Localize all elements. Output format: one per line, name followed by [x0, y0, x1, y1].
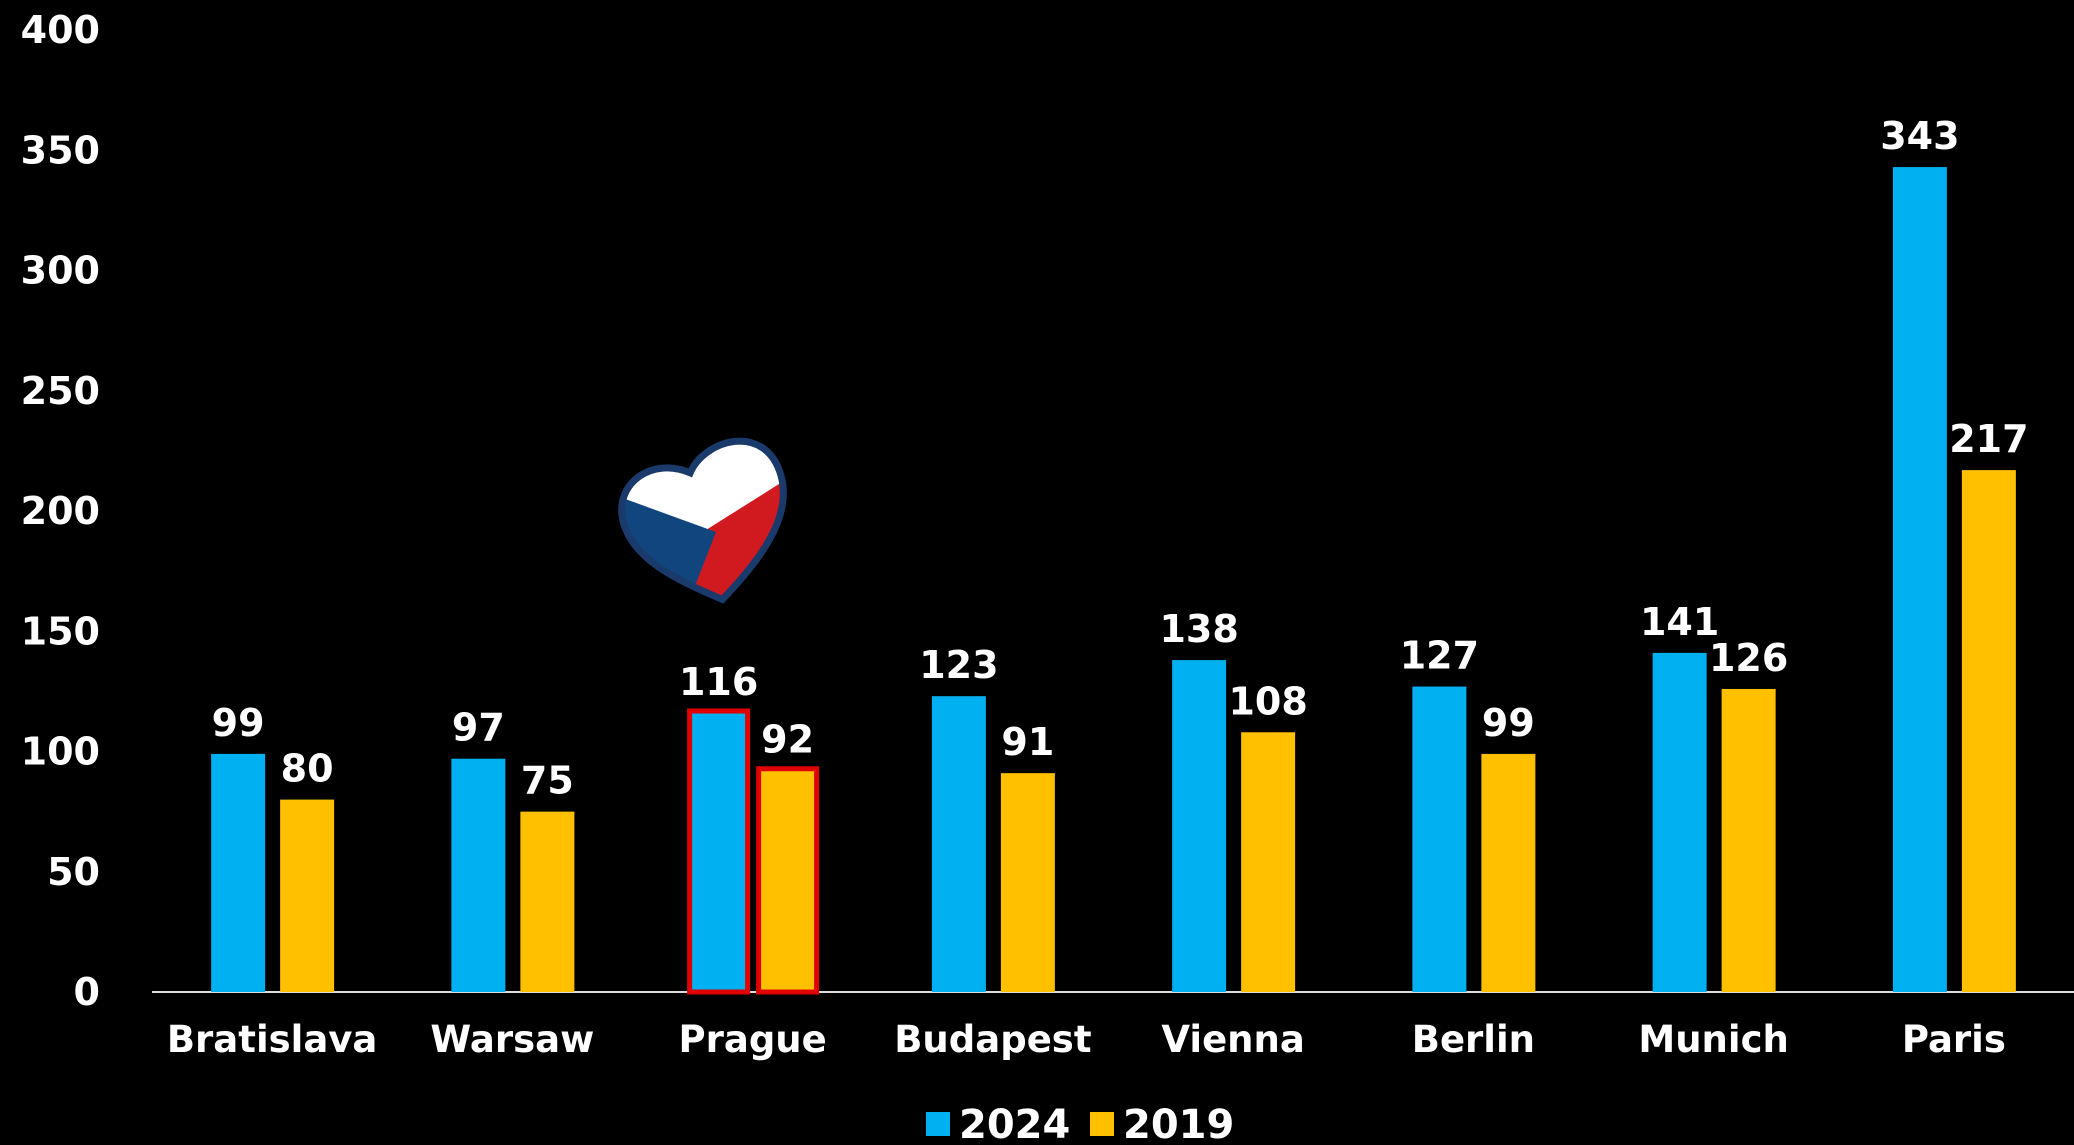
- x-tick-label: Munich: [1638, 1018, 1788, 1061]
- y-tick-label: 350: [21, 128, 100, 172]
- y-tick-label: 250: [21, 369, 100, 413]
- data-label: 138: [1159, 607, 1238, 651]
- y-tick-label: 150: [21, 609, 100, 653]
- bar: [211, 753, 266, 992]
- x-tick-label: Budapest: [894, 1018, 1091, 1061]
- x-tick-label: Bratislava: [167, 1018, 378, 1061]
- bar: [931, 696, 986, 992]
- y-tick-label: 0: [74, 970, 100, 1014]
- bar-highlight: [687, 708, 751, 995]
- y-tick-label: 200: [21, 489, 100, 533]
- bar: [1481, 753, 1536, 992]
- data-label: 116: [679, 660, 758, 704]
- bar: [1721, 688, 1776, 992]
- x-tick-label: Berlin: [1412, 1018, 1535, 1061]
- heart-icon: [612, 434, 803, 615]
- bar: [280, 799, 335, 992]
- data-label: 99: [1482, 701, 1535, 745]
- data-label: 80: [281, 747, 334, 791]
- legend-swatch: [926, 1112, 950, 1136]
- x-tick-label: Paris: [1902, 1018, 2006, 1061]
- bar: [1652, 652, 1707, 992]
- y-tick-label: 50: [47, 850, 100, 894]
- bar: [451, 758, 506, 992]
- data-label: 123: [919, 643, 998, 687]
- data-label: 91: [1001, 720, 1054, 764]
- x-tick-label: Vienna: [1161, 1018, 1304, 1061]
- bar: [1892, 167, 1947, 992]
- data-label: 141: [1640, 600, 1719, 644]
- data-label: 99: [212, 701, 265, 745]
- x-tick-label: Warsaw: [430, 1018, 594, 1061]
- legend-swatch: [1090, 1112, 1114, 1136]
- y-tick-label: 100: [21, 730, 100, 774]
- data-label: 126: [1709, 636, 1788, 680]
- bar: [1412, 686, 1467, 992]
- data-label: 217: [1949, 417, 2028, 461]
- data-label: 127: [1400, 634, 1479, 678]
- data-label: 343: [1880, 114, 1959, 158]
- x-tick-label: Prague: [678, 1018, 826, 1061]
- bar: [520, 811, 575, 992]
- bar: [1000, 773, 1055, 992]
- bar: [1961, 470, 2016, 992]
- bar: [1241, 732, 1296, 992]
- y-tick-label: 400: [21, 8, 100, 52]
- bar: [1172, 660, 1227, 992]
- data-label: 108: [1228, 679, 1307, 723]
- y-tick-label: 300: [21, 249, 100, 293]
- legend-label: 2024: [959, 1102, 1070, 1145]
- legend-label: 2019: [1123, 1102, 1234, 1145]
- bar: [760, 770, 815, 992]
- data-label: 92: [761, 718, 814, 762]
- bar: [691, 713, 746, 992]
- data-label: 97: [452, 706, 505, 750]
- bar-highlight: [756, 766, 820, 995]
- data-label: 75: [521, 759, 574, 803]
